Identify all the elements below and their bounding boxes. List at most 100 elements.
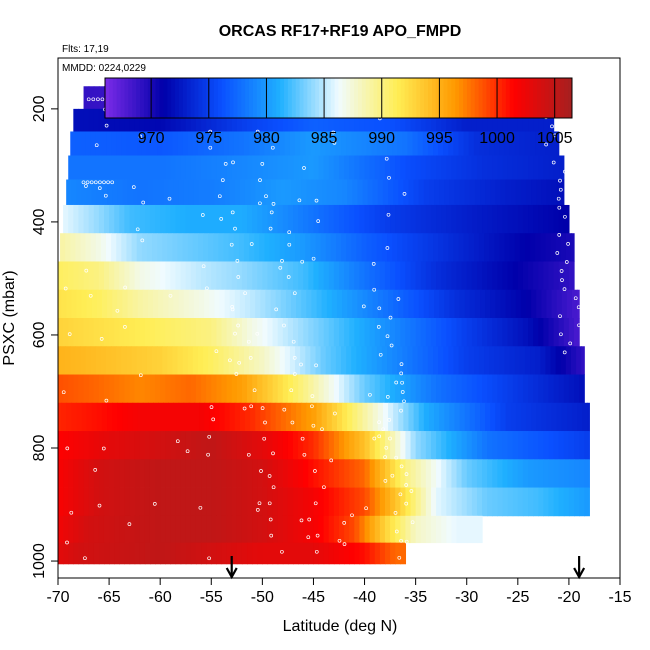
heat-cell [408,402,415,432]
heat-cell [185,108,192,132]
heat-cell [269,346,276,375]
heat-cell [280,402,287,432]
heat-cell [458,346,465,375]
sample-point [91,97,96,102]
heat-cell [201,204,207,234]
heat-cell [354,487,361,517]
heat-cell [466,487,473,517]
heat-cell [456,487,463,517]
heat-cell [58,402,62,432]
heat-cell [331,402,338,432]
heat-cell [139,108,146,132]
heat-cell [98,487,105,517]
colorbar-swatch [466,78,472,118]
heat-cell [221,374,228,404]
sample-point [102,180,106,185]
heat-cell [420,108,427,132]
heat-cell [359,515,366,544]
sample-point [400,380,404,385]
heat-cell [208,131,214,156]
heat-cell [390,155,396,180]
heat-cell [293,374,299,404]
heat-cell [280,289,287,319]
heat-cell [199,402,205,432]
heat-cell [214,402,221,432]
heat-cell [262,431,269,460]
heat-cell [158,289,164,319]
sample-point [228,358,232,363]
heat-cell [507,261,514,291]
heat-cell [68,459,74,488]
heat-cell [144,431,151,460]
heat-cell [241,431,248,460]
heat-cell [301,289,307,319]
heat-cell [367,289,374,319]
heat-cell [533,431,539,460]
heat-cell [466,155,473,180]
heat-cell [349,261,355,291]
heat-cell [466,459,473,488]
heat-cell [76,289,83,319]
heat-cell [289,233,296,262]
heat-cell [279,346,286,375]
sample-point [280,549,284,554]
heat-cell [476,261,483,291]
heat-cell [178,402,185,432]
heat-cell [469,179,476,206]
heat-cell [528,108,534,132]
heat-cell [560,346,567,375]
heat-cell [195,542,202,565]
heat-cell [155,515,161,544]
heat-cell [243,131,250,156]
heat-cell [494,233,501,262]
sample-point [99,337,104,341]
heat-cell [216,318,223,347]
heat-cell [134,542,141,565]
sample-point [413,548,417,552]
heat-cell [182,233,189,262]
heat-cell [405,108,412,132]
heat-cell [51,403,57,432]
heat-cell [471,204,478,234]
heat-cell [395,204,401,234]
heat-cell [262,261,269,291]
sample-point [110,180,115,185]
heat-cell [541,402,548,432]
heat-cell [218,131,225,156]
heat-cell [466,261,473,291]
heat-cell [502,459,509,488]
heat-cell [438,233,444,262]
heat-cell [73,261,80,291]
sample-point [399,538,403,543]
heat-cell [109,431,115,460]
heat-cell [98,155,105,180]
heat-cell [274,233,281,262]
heat-cell [127,289,134,319]
heat-cell [415,108,422,132]
heat-cell [190,487,197,517]
heat-cell [558,318,565,347]
heat-cell [487,487,493,517]
heat-cell [436,318,442,347]
heat-cell [333,155,340,180]
colorbar-swatch [311,78,316,118]
heat-cell [58,515,64,544]
sample-point [399,371,404,376]
heat-cell [510,179,517,206]
heat-cell [134,431,141,460]
heat-cell [293,318,299,347]
heat-cell [323,459,330,488]
heat-cell [487,108,493,132]
heat-cell [384,515,391,544]
heat-cell [98,261,105,291]
heat-cell [167,233,174,262]
sample-point [249,404,254,409]
heat-cell [211,155,217,180]
heat-cell [520,402,527,432]
heat-cell [257,374,263,404]
heat-cell [124,487,131,517]
heat-cell [272,318,279,347]
heat-cell [264,233,271,262]
heat-cell [395,515,401,544]
